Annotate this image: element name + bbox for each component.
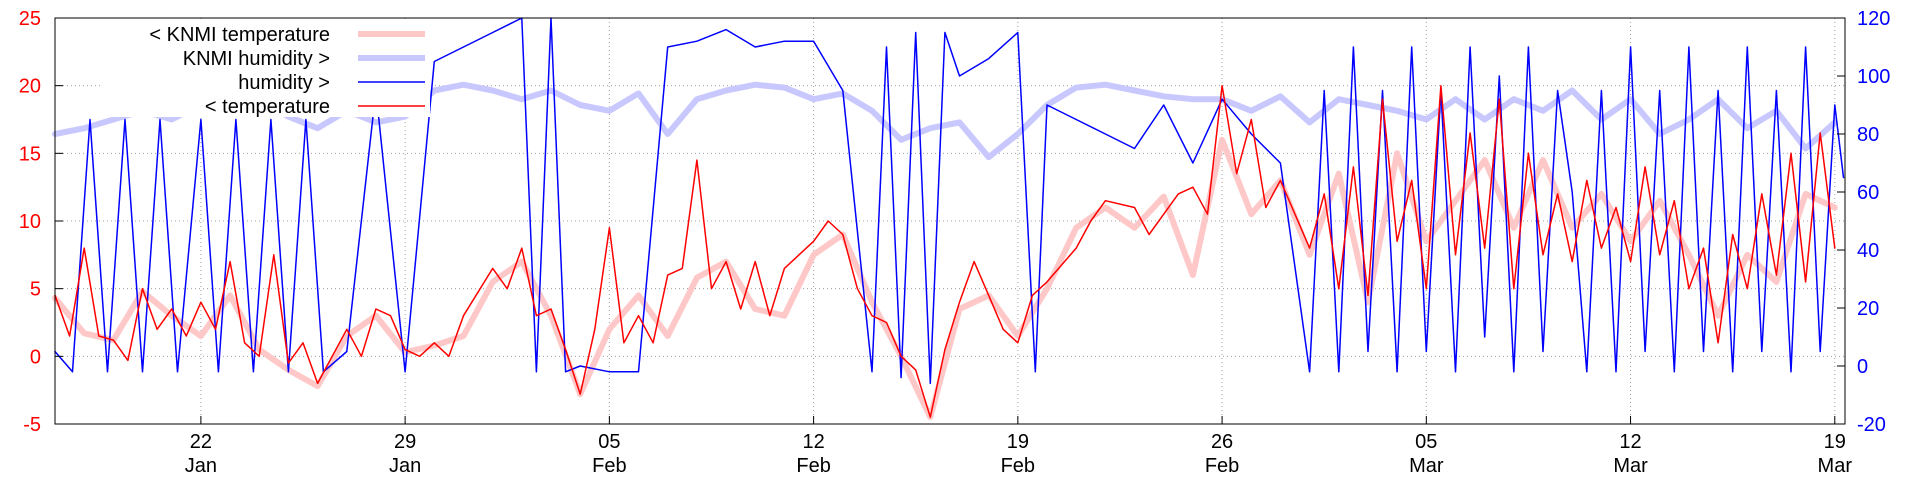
legend-label: KNMI humidity > [183,48,330,70]
right-axis-tick-label: 80 [1857,124,1879,146]
legend-label: < KNMI temperature [149,24,330,46]
x-axis-tick-month: Feb [592,455,626,477]
x-axis-tick-month: Feb [1001,455,1035,477]
x-axis-tick-day: 22 [190,431,212,453]
x-axis-tick-month: Jan [389,455,421,477]
legend-label: humidity > [238,72,330,94]
x-axis-tick-day: 05 [1415,431,1437,453]
right-axis-tick-label: 20 [1857,298,1879,320]
legend-entry-background [100,93,430,117]
tick-labels: -50510152025-2002040608010012022Jan29Jan… [19,8,1891,477]
plot-border [54,17,1846,425]
legend-entry-background [100,69,430,93]
x-axis-tick-day: 12 [802,431,824,453]
x-axis-tick-month: Mar [1409,455,1444,477]
left-axis-tick-label: -5 [23,414,41,436]
series-line-humidity [54,17,1845,385]
right-axis-tick-label: 120 [1857,8,1890,30]
plot-frame [54,17,1846,425]
right-axis-tick-label: -20 [1857,414,1886,436]
x-axis-tick-month: Jan [185,455,217,477]
x-axis-tick-day: 19 [1007,431,1029,453]
left-axis-tick-label: 25 [19,8,41,30]
left-axis-tick-label: 0 [30,346,41,368]
x-axis-tick-month: Feb [796,455,830,477]
left-axis-tick-label: 15 [19,143,41,165]
series-line-knmi-temperature [52,136,1838,421]
x-axis-tick-day: 19 [1824,431,1846,453]
right-axis-tick-label: 100 [1857,66,1890,88]
legend-label: < temperature [205,96,330,118]
right-axis-tick-label: 0 [1857,356,1868,378]
series-line-temperature [54,84,1836,418]
x-axis-tick-month: Mar [1818,455,1853,477]
left-axis-tick-label: 20 [19,76,41,98]
x-axis-tick-day: 12 [1619,431,1641,453]
x-axis-tick-month: Mar [1613,455,1648,477]
left-axis-tick-label: 10 [19,211,41,233]
x-axis-tick-day: 29 [394,431,416,453]
right-axis-tick-label: 60 [1857,182,1879,204]
x-axis-tick-day: 26 [1211,431,1233,453]
x-axis-tick-day: 05 [598,431,620,453]
right-axis-tick-label: 40 [1857,240,1879,262]
left-axis-tick-label: 5 [30,279,41,301]
x-axis-tick-month: Feb [1205,455,1239,477]
